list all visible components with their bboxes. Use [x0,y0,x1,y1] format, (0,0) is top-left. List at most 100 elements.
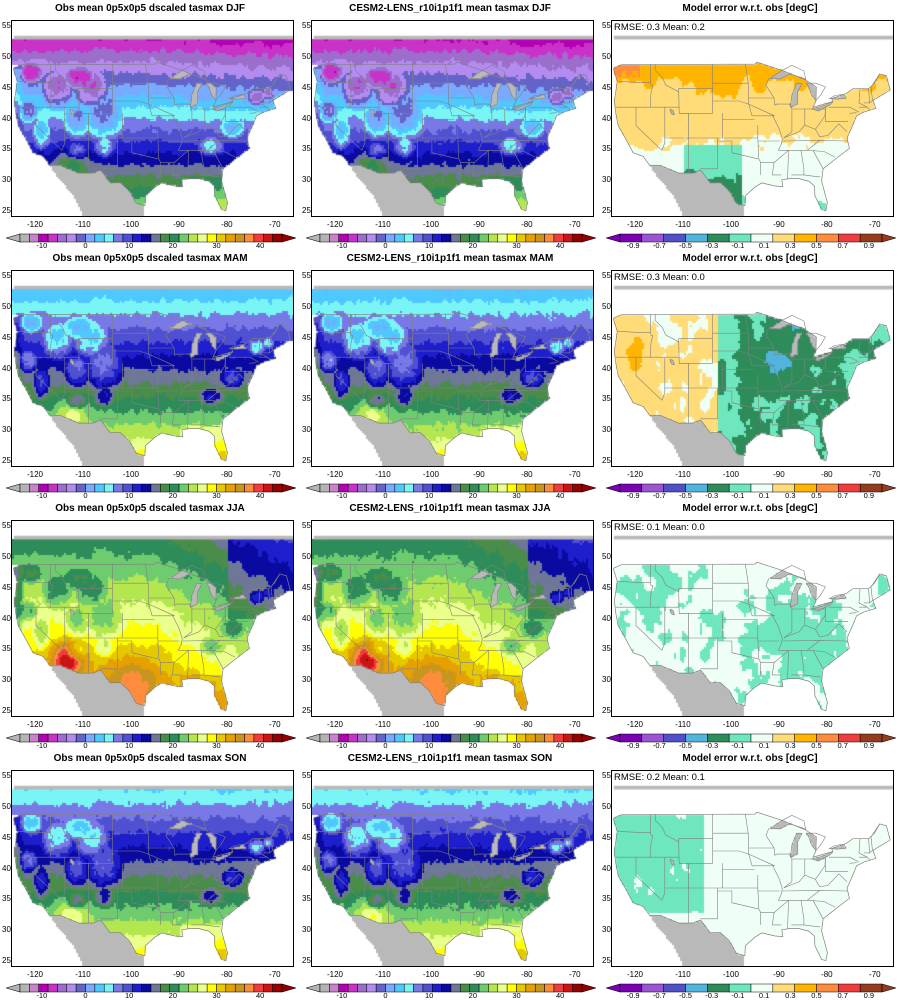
colorbar-tick-label: 30 [512,991,521,1000]
colorbar-tick-label: -10 [336,241,348,250]
lat-tick-label: 35 [2,644,11,654]
colorbar-box [497,233,508,243]
map-frame: RMSE: 0.3 Mean: 0.0 [611,270,894,467]
lon-tick-label: -110 [75,720,91,729]
lon-tick-label: -70 [269,970,281,979]
lon-tick-label: -80 [821,970,833,979]
lat-tick-label: 40 [602,363,611,373]
colorbar-box [141,483,152,493]
colorbar-tick-label: -10 [36,741,48,750]
colorbar-box [188,233,199,243]
lon-tick-label: -90 [173,220,185,229]
lon-tick-label: -70 [569,970,581,979]
lon-tick-label: -120 [326,470,343,479]
colorbar-tick-label: 30 [212,491,221,500]
lat-tick-label: 30 [302,175,311,185]
colorbar-tick-label: 40 [255,741,265,750]
lat-tick-label: 40 [2,113,11,123]
map-frame [11,270,294,467]
colorbar-box [234,233,245,243]
lat-tick-label: 25 [2,955,11,965]
lat-tick-label: 25 [302,455,311,465]
lat-tick-label: 55 [602,271,611,281]
lon-tick-label: -110 [75,970,91,979]
temp-colorbar [6,483,296,493]
colorbar-tick-label: 10 [424,241,434,250]
colorbar-box [19,733,30,743]
colorbar-box [19,233,30,243]
colorbar-tick-label: 0.3 [785,991,796,1000]
lat-tick-label: 50 [302,551,311,561]
lon-tick-label: -90 [773,220,785,229]
model-panel-son: CESM2-LENS_r10i1p1f1 mean tasmax SON 25 30… [300,750,600,1000]
colorbar-tick-label: -10 [36,241,48,250]
colorbar-box [441,733,452,743]
diff-map-raster [612,271,893,466]
colorbar-box [357,983,368,993]
lat-tick-label: 55 [2,271,11,281]
diff-panel-mam: Model error w.r.t. obs [degC] RMSE: 0.3 M… [600,250,900,500]
temp-colorbar [6,983,296,993]
panel-title: CESM2-LENS_r10i1p1f1 mean tasmax DJF [349,3,551,14]
obs-panel-djf: Obs mean 0p5x0p5 dscaled tasmax DJF 25 30 3… [0,0,300,250]
colorbar-under-arrow [606,233,621,243]
lat-tick-label: 30 [602,925,611,935]
lat-tick-label: 55 [302,21,311,31]
colorbar-box [525,233,536,243]
lat-tick-label: 50 [602,551,611,561]
lat-tick-label: 55 [2,771,11,781]
colorbar-box [57,983,68,993]
colorbar-box [366,233,377,243]
colorbar-box [441,983,452,993]
colorbar-box [103,233,114,243]
colorbar-tick-label: -0.9 [626,741,640,750]
colorbar-tick-label: -0.5 [679,491,692,500]
colorbar-tick-label: 0 [383,241,388,250]
colorbar-tick-label: 40 [555,241,565,250]
colorbar-tick-label: -10 [36,991,48,1000]
lon-tick-label: -90 [473,220,485,229]
colorbar-tick-label: -0.1 [731,991,745,1000]
colorbar-box [150,483,161,493]
colorbar-tick-label: 20 [468,241,477,250]
colorbar-under-arrow [606,983,621,993]
lon-tick-label: -120 [26,470,43,479]
lon-tick-label: -110 [375,220,391,229]
lat-tick-label: 45 [2,832,11,842]
panel-title: CESM2-LENS_r10i1p1f1 mean tasmax MAM [346,253,554,264]
colorbar-box [319,233,330,243]
lat-tick-label: 50 [302,301,311,311]
colorbar-box [94,233,105,243]
diff-colorbar [606,983,896,993]
panel-title: Model error w.r.t. obs [degC] [682,503,818,514]
map-frame [11,770,294,967]
lon-tick-label: -80 [221,970,233,979]
colorbar-tick-label: 0.1 [758,491,770,500]
lat-tick-label: 25 [602,205,611,215]
rmse-mean-stats: RMSE: 0.1 Mean: 0.0 [614,522,705,533]
colorbar-tick-label: 10 [424,491,434,500]
lat-tick-label: 55 [302,271,311,281]
obs-map-raster [12,771,293,966]
colorbar-box [394,233,405,243]
obs-map-raster [12,271,293,466]
lat-tick-label: 55 [602,21,611,31]
colorbar-box [66,733,77,743]
colorbar-box [366,733,377,743]
lon-tick-label: -110 [75,220,91,229]
colorbar-box [450,483,461,493]
lon-tick-label: -90 [173,470,185,479]
panel-title: CESM2-LENS_r10i1p1f1 mean tasmax SON [347,753,553,764]
lat-tick-label: 40 [302,363,311,373]
colorbar-tick-label: 10 [124,241,134,250]
lon-tick-label: -120 [26,970,43,979]
obs-panel-jja: Obs mean 0p5x0p5 dscaled tasmax JJA 25 30 3… [0,500,300,750]
rmse-mean-stats: RMSE: 0.3 Mean: 0.0 [614,272,705,283]
colorbar-box [103,483,114,493]
lat-tick-label: 30 [602,675,611,685]
lat-tick-label: 25 [302,205,311,215]
lat-tick-label: 50 [302,51,311,61]
panel-title: Obs mean 0p5x0p5 dscaled tasmax SON [53,753,247,764]
colorbar-over-arrow [881,983,896,993]
diff-colorbar [606,483,896,493]
